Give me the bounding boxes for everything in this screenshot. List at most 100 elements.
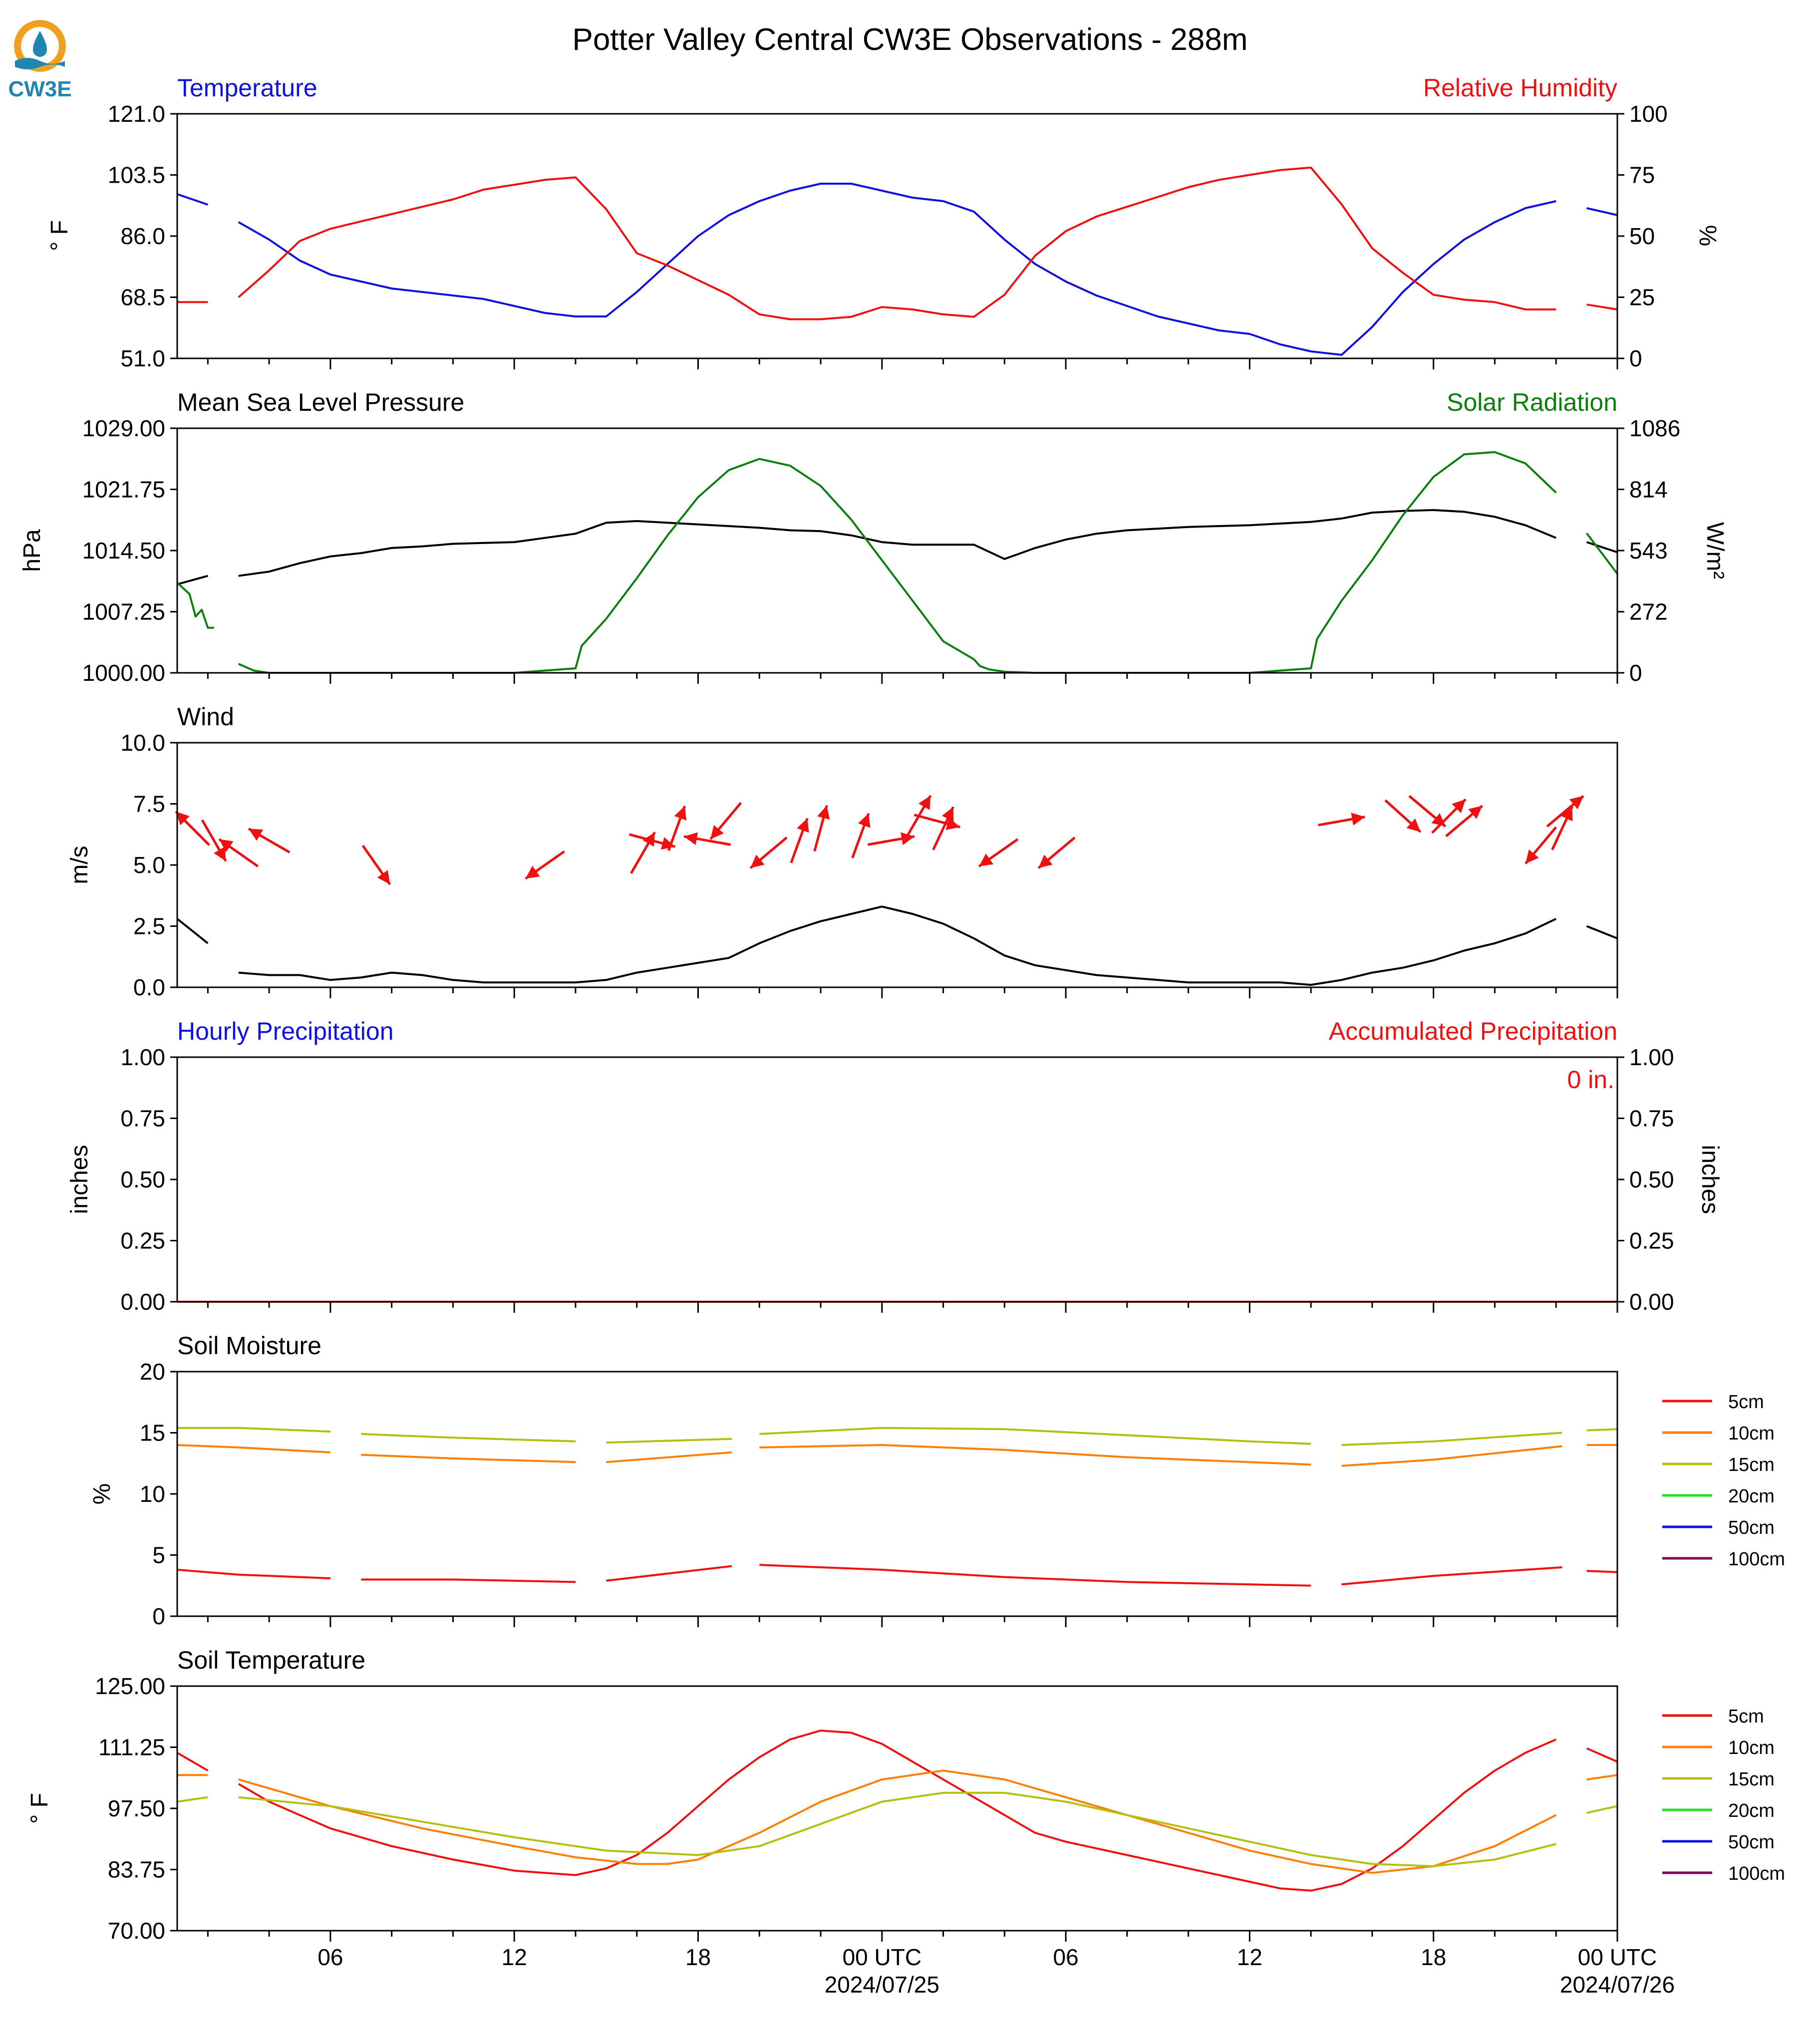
pressure-right-ytick-label: 0 <box>1629 660 1642 686</box>
legend-label: 50cm <box>1728 1517 1775 1538</box>
legend-label: 15cm <box>1728 1454 1775 1475</box>
panel-soil-temperature: Soil Temperature ° F 125.00 111.25 97.50 83… <box>26 1646 1785 1944</box>
legend-label: 20cm <box>1728 1486 1775 1507</box>
wind-unit-label: m/s <box>66 846 93 884</box>
hourly-precip-unit-label: inches <box>66 1145 93 1214</box>
accumulated-precip-value: 0 in. <box>1567 1066 1614 1094</box>
series-line-10cm <box>361 1453 576 1463</box>
legend-label: 5cm <box>1728 1392 1764 1413</box>
wind-ytick-label: 2.5 <box>133 913 165 939</box>
solar-unit-label: W/m² <box>1702 522 1728 579</box>
series-line-15cm <box>238 1791 1556 1867</box>
soil_moisture-ytick-label: 20 <box>140 1359 165 1385</box>
precip-right-ytick-label: 0.25 <box>1629 1228 1674 1254</box>
series-line-5cm <box>176 1751 209 1772</box>
wind-arrow-head <box>817 805 830 820</box>
legend-label: 5cm <box>1728 1706 1764 1727</box>
series-line-5cm <box>1586 1570 1618 1573</box>
temperature-ytick-label: 103.5 <box>108 162 165 188</box>
wind-arrow-head <box>858 813 871 828</box>
precip-right-ytick-label: 1.00 <box>1629 1044 1674 1070</box>
wind-arrow-head <box>377 870 390 884</box>
cw3e-logo: CW3E <box>8 20 72 101</box>
logo-water-drop-icon <box>33 31 47 57</box>
soil_moisture-ytick-label: 15 <box>140 1420 165 1446</box>
soil-moisture-title: Soil Moisture <box>177 1332 321 1360</box>
precip-ytick-label: 0.00 <box>120 1289 165 1315</box>
series-line-10cm <box>238 1769 1557 1874</box>
wind-arrow-head <box>684 832 698 846</box>
precip-right-ytick-label: 0.50 <box>1629 1166 1674 1192</box>
temperature-right-ytick-label: 0 <box>1629 345 1642 371</box>
series-line-5cm <box>1341 1566 1562 1586</box>
legend-label: 50cm <box>1728 1832 1775 1853</box>
series-line-solar-radiation <box>1586 533 1618 575</box>
wind-arrow-head <box>660 837 675 850</box>
precip-plot-frame <box>176 1056 1618 1303</box>
temperature-ytick-label: 121.0 <box>108 101 165 127</box>
series-line-10cm <box>1586 1774 1618 1781</box>
panel-soil-moisture: Soil Moisture % 20 15 10 5 0 5cm 10cm 15cm 20cm… <box>89 1332 1785 1629</box>
soil_temperature-ytick-label: 83.75 <box>108 1857 165 1883</box>
wind-arrow-head <box>945 817 960 830</box>
wind-arrow-head <box>710 825 724 840</box>
series-line-wind <box>238 905 1557 986</box>
series-line-15cm <box>1586 1805 1618 1814</box>
series-line-15cm <box>177 1427 330 1433</box>
series-line-wind <box>1586 925 1618 939</box>
x-tick-label: 18 <box>1421 1944 1446 1970</box>
wind-arrow-head <box>918 795 931 810</box>
series-line-15cm <box>177 1796 208 1803</box>
temperature-right-ytick-label: 75 <box>1629 162 1655 188</box>
x-tick-label: 18 <box>685 1944 711 1970</box>
series-line-relative-humidity <box>1586 303 1618 310</box>
wind-arrow-head <box>1525 849 1539 864</box>
soil-temperature-plot-frame <box>176 1685 1618 1932</box>
x-tick-label: 12 <box>1237 1944 1262 1970</box>
series-line-mean-sea-level-pressure <box>1586 541 1618 554</box>
figure-title: Potter Valley Central CW3E Observations … <box>572 22 1247 57</box>
series-line-mean-sea-level-pressure <box>177 575 208 585</box>
temperature-right-ytick-label: 100 <box>1629 101 1668 127</box>
series-line-15cm <box>361 1433 576 1443</box>
series-line-wind <box>176 918 209 944</box>
pressure-ytick-label: 1029.00 <box>82 415 165 441</box>
series-line-10cm <box>606 1451 732 1463</box>
series-line-solar-radiation <box>176 582 214 629</box>
pressure-ytick-label: 1014.50 <box>82 538 165 564</box>
wind-arrow-head <box>249 829 264 841</box>
temperature-title: Temperature <box>177 74 317 102</box>
series-line-temperature <box>1586 207 1618 216</box>
wind-arrow-head <box>674 806 687 821</box>
logo-text: CW3E <box>8 77 71 101</box>
x-tick-label: 12 <box>502 1944 527 1970</box>
solar-radiation-title: Solar Radiation <box>1447 388 1617 416</box>
soil_moisture-ytick-label: 10 <box>140 1481 165 1507</box>
wind-title: Wind <box>177 703 234 731</box>
wind-arrow-head <box>750 855 765 869</box>
precip-ytick-label: 0.75 <box>120 1106 165 1132</box>
panel-pressure: Mean Sea Level Pressure Solar Radiation … <box>19 388 1728 686</box>
pressure-unit-label: hPa <box>19 529 45 572</box>
series-line-temperature <box>177 193 209 206</box>
wind-ytick-label: 10.0 <box>120 730 165 756</box>
wind-arrow-head <box>1569 796 1584 810</box>
series-line-10cm <box>759 1444 1311 1466</box>
temperature-ytick-label: 86.0 <box>120 223 165 249</box>
soil_temperature-ytick-label: 125.00 <box>95 1673 165 1699</box>
wind-arrow-head <box>797 818 809 833</box>
accumulated-precip-unit-label: inches <box>1697 1145 1723 1214</box>
series-line-15cm <box>1586 1428 1618 1432</box>
humidity-unit-label: % <box>1694 225 1721 247</box>
pressure-ytick-label: 1000.00 <box>82 660 165 686</box>
series-line-5cm <box>177 1568 330 1580</box>
logo-wave-icon <box>15 58 65 69</box>
precip-right-ytick-label: 0.75 <box>1629 1106 1674 1132</box>
precip-ytick-label: 0.50 <box>120 1166 165 1192</box>
wind-arrow-head <box>1560 807 1573 822</box>
series-line-10cm <box>177 1444 331 1453</box>
legend-label: 10cm <box>1728 1423 1775 1444</box>
precip-ytick-label: 0.25 <box>120 1228 165 1254</box>
pressure-plot-frame <box>176 427 1618 674</box>
wind-arrow-head <box>1406 818 1421 832</box>
